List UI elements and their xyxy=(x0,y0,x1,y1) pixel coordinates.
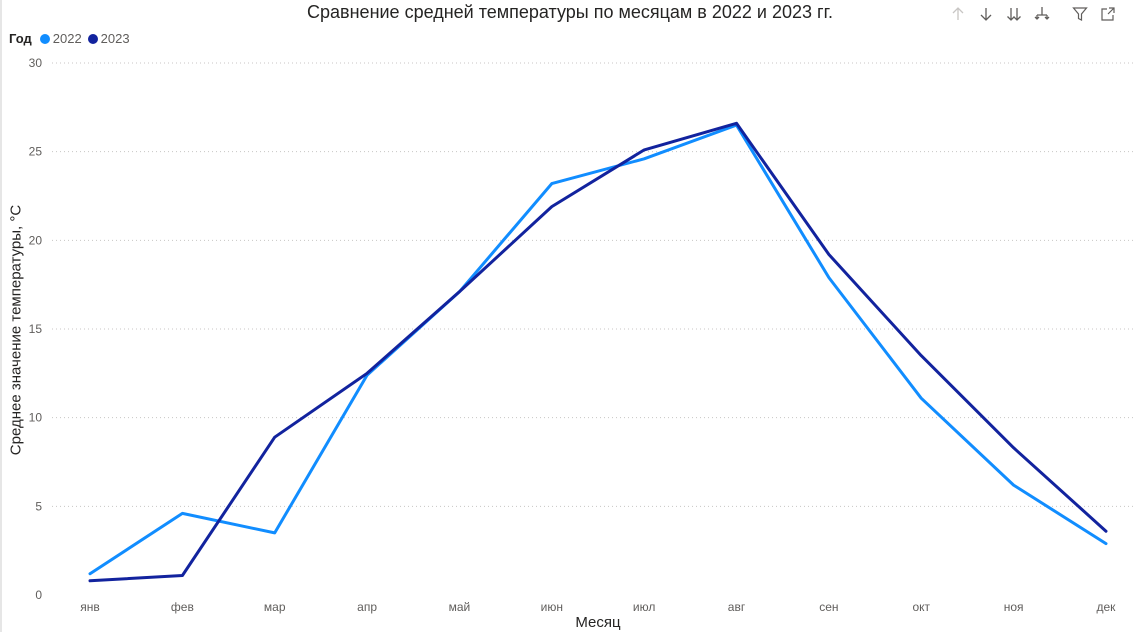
focus-mode-button[interactable] xyxy=(1098,4,1118,24)
data-point-2023[interactable] xyxy=(640,146,648,154)
y-tick-label: 15 xyxy=(29,322,43,336)
x-tick-label: июл xyxy=(633,600,655,614)
filter-icon xyxy=(1072,7,1088,21)
data-point-2022[interactable] xyxy=(1010,481,1018,489)
expand-hierarchy-icon xyxy=(1034,7,1050,20)
x-tick-label: сен xyxy=(819,600,838,614)
double-arrow-down-icon xyxy=(1007,8,1021,21)
legend-marker-2022 xyxy=(39,33,50,44)
data-point-2022[interactable] xyxy=(917,394,925,402)
legend-title: Год xyxy=(9,31,32,46)
y-tick-label: 0 xyxy=(35,588,42,602)
data-point-2023[interactable] xyxy=(363,369,371,377)
data-point-2023[interactable] xyxy=(1010,444,1018,452)
legend-item-2022[interactable]: 2022 xyxy=(39,31,82,46)
data-point-2023[interactable] xyxy=(271,433,279,441)
legend-marker-2023 xyxy=(87,33,98,44)
legend-label-2023: 2023 xyxy=(100,31,130,46)
x-tick-label: июн xyxy=(541,600,563,614)
y-tick-label: 5 xyxy=(35,499,42,513)
x-tick-label: апр xyxy=(357,600,377,614)
data-point-2023[interactable] xyxy=(455,288,463,296)
legend: Год 2022 2023 xyxy=(9,31,136,46)
x-tick-label: янв xyxy=(80,600,100,614)
data-point-2023[interactable] xyxy=(548,203,556,211)
data-point-2023[interactable] xyxy=(733,119,741,127)
data-point-2022[interactable] xyxy=(86,570,94,578)
x-axis-title: Месяц xyxy=(575,614,621,631)
x-tick-label: мар xyxy=(264,600,286,614)
data-point-2023[interactable] xyxy=(86,577,94,585)
data-point-2022[interactable] xyxy=(178,509,186,517)
data-point-2022[interactable] xyxy=(640,155,648,163)
x-tick-label: окт xyxy=(912,600,930,614)
expand-hierarchy-button[interactable] xyxy=(1032,4,1052,24)
legend-item-2023[interactable]: 2023 xyxy=(87,31,130,46)
y-tick-label: 30 xyxy=(29,56,43,70)
data-point-2022[interactable] xyxy=(1102,540,1110,548)
data-point-2023[interactable] xyxy=(825,251,833,259)
data-point-2023[interactable] xyxy=(1102,527,1110,535)
data-point-2022[interactable] xyxy=(548,180,556,188)
series-line-2022[interactable] xyxy=(88,123,1108,576)
y-tick-label: 10 xyxy=(29,411,43,425)
x-tick-label: фев xyxy=(171,600,194,614)
x-tick-label: авг xyxy=(728,600,746,614)
chart-title: Сравнение средней температуры по месяцам… xyxy=(307,2,833,22)
x-tick-label: ноя xyxy=(1004,600,1024,614)
data-point-2023[interactable] xyxy=(178,571,186,579)
data-point-2022[interactable] xyxy=(825,274,833,282)
focus-mode-icon xyxy=(1101,7,1115,21)
data-point-2023[interactable] xyxy=(917,352,925,360)
y-tick-label: 20 xyxy=(29,233,43,247)
visual-header-toolbar xyxy=(948,4,1118,24)
y-tick-label: 25 xyxy=(29,145,43,159)
filter-button[interactable] xyxy=(1070,4,1090,24)
visual-frame-edge xyxy=(0,0,2,632)
x-tick-label: дек xyxy=(1096,600,1116,614)
arrow-up-icon xyxy=(952,7,964,20)
series-line-2023[interactable] xyxy=(88,121,1108,583)
data-point-2022[interactable] xyxy=(271,529,279,537)
arrow-down-icon xyxy=(980,8,992,21)
drill-down-button[interactable] xyxy=(976,4,996,24)
drill-up-button[interactable] xyxy=(948,4,968,24)
x-tick-label: май xyxy=(449,600,471,614)
next-level-button[interactable] xyxy=(1004,4,1024,24)
legend-label-2022: 2022 xyxy=(52,31,82,46)
